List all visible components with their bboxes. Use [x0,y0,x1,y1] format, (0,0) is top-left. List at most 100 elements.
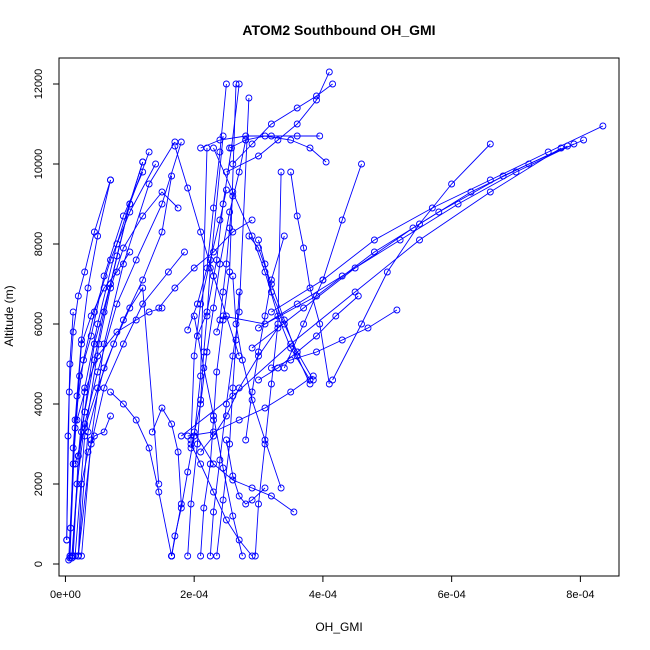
series-50-point-4 [210,432,217,440]
series-39-point-2 [287,136,295,144]
series-1-point-3 [94,320,102,328]
series-49-line [187,375,314,437]
series-30-point-3 [248,484,256,492]
series-56 [155,216,256,312]
series-55-point-3 [210,272,217,280]
series-22-point-1 [210,508,217,516]
series-23-point-5 [235,288,243,296]
series-33-point-3 [267,280,275,288]
series-37-point-1 [313,96,320,104]
series-11-point-2 [113,252,121,260]
series-20-point-0 [184,552,192,560]
series-48-point-2 [416,236,423,244]
series-43-point-0 [486,140,494,148]
series-24-point-2 [210,204,217,212]
series-12 [63,308,77,544]
series-8-point-6 [126,248,134,256]
series-7-line [71,141,182,557]
series-53-point-3 [197,300,205,308]
series-56-point-3 [210,248,217,256]
series-44-point-5 [319,276,327,284]
series-40-line [200,135,320,149]
series-30-point-1 [210,460,217,468]
y-tick-label-6: 12000 [33,69,45,100]
series-40-point-4 [216,136,224,144]
series-26-line [171,147,208,557]
series-18-point-3 [132,416,140,424]
series-48-point-4 [287,340,295,348]
series-8 [66,248,134,562]
series-4-point-2 [69,328,77,336]
series-9-point-5 [158,228,166,236]
series-43-line [332,143,491,381]
series-18-point-5 [107,388,114,396]
x-axis: 0e+00 2e-04 4e-04 6e-04 8e-04 [50,575,594,601]
series-25-line [196,83,240,337]
series-52-point-2 [219,464,227,472]
series-39-point-1 [306,144,314,152]
series-53-point-2 [206,256,214,264]
series-1-line [72,161,144,557]
series-35 [287,168,333,388]
series-37-point-2 [293,120,301,128]
series-55-point-4 [222,312,230,320]
series-24-point-0 [222,80,230,88]
series-34-point-0 [309,376,317,384]
series-7-point-1 [73,480,81,488]
series-30-point-4 [267,492,275,500]
series-35-point-2 [306,284,314,292]
series-32-point-2 [248,396,256,404]
series-34-point-5 [255,236,262,244]
series-19-point-5 [226,208,234,216]
series-50-point-0 [274,324,282,332]
series-53-line [190,189,227,441]
series-45-point-5 [300,304,308,312]
series-51-point-0 [248,552,256,560]
series-31 [222,436,269,508]
series-38-point-4 [248,140,256,148]
series-16-point-3 [174,448,182,456]
series-46-point-6 [255,324,262,332]
series-55 [171,142,243,360]
series-27-point-5 [287,344,295,352]
series-27-point-0 [210,144,217,152]
series-22-point-2 [216,456,224,464]
series-52-point-3 [210,412,217,420]
series-56-line [158,219,253,309]
series-28-line [254,171,282,557]
series-35-point-5 [287,168,295,176]
series-26-point-5 [197,372,205,380]
series-50-point-3 [222,412,230,420]
series-52-point-5 [190,312,198,320]
series-20-point-1 [187,500,195,508]
series-29-point-1 [248,388,256,396]
series-31-point-1 [229,472,237,480]
series-32-point-4 [232,320,240,328]
series-42-point-3 [313,348,320,356]
series-15 [71,284,163,488]
x-tick-label-1: 2e-04 [180,589,208,601]
series-25-point-4 [203,308,211,316]
series-31-point-0 [222,436,230,444]
series-10-point-7 [174,204,182,212]
series-17-point-5 [145,308,153,316]
series-4-point-6 [107,176,114,184]
y-axis-label: Altitude (m) [2,285,16,346]
series-42 [267,306,401,372]
series-53 [187,186,230,444]
series-12-point-1 [66,360,74,368]
series-54-point-4 [216,316,224,324]
series-24-point-1 [216,148,224,156]
series-53-point-5 [187,436,195,444]
series-36-point-3 [338,216,346,224]
series-14-point-0 [74,552,82,560]
series-10-point-4 [119,244,127,252]
series-8-point-2 [78,340,85,348]
series-29-point-5 [280,232,288,240]
series-16-line [151,406,182,557]
series-41-point-3 [293,348,301,356]
series-10-point-1 [81,432,89,440]
series-10-point-6 [158,188,166,196]
series-11-point-5 [81,408,89,416]
series-24 [184,80,230,334]
